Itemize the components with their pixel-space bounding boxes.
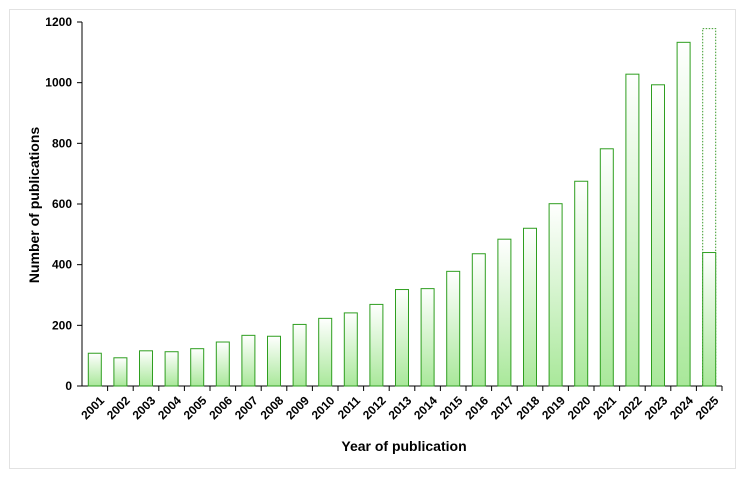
- bar-2007: [241, 334, 256, 387]
- bars: [87, 28, 717, 387]
- bar-2017: [497, 238, 512, 387]
- x-tick-label: 2018: [514, 393, 543, 422]
- bar-2025: [702, 252, 717, 387]
- bar-2010: [318, 317, 333, 387]
- y-tick-label: 1200: [45, 15, 72, 29]
- bar-2011: [343, 312, 358, 387]
- y-tick-label: 400: [52, 258, 72, 272]
- y-axis-title: Number of publications: [26, 127, 42, 284]
- bar-2019: [548, 203, 563, 387]
- x-tick-label: 2025: [693, 393, 722, 422]
- x-tick-label: 2004: [155, 393, 184, 422]
- x-tick-label: 2023: [642, 393, 671, 422]
- x-tick-label: 2017: [488, 393, 517, 422]
- x-tick-label: 2002: [104, 393, 133, 422]
- y-tick-label: 200: [52, 318, 72, 332]
- x-tick-label: 2005: [181, 393, 210, 422]
- x-tick-label: 2022: [616, 393, 645, 422]
- bar-2016: [471, 253, 486, 387]
- x-tick-label: 2020: [565, 393, 594, 422]
- bar-2004: [164, 351, 179, 387]
- x-axis: 2001200220032004200520062007200820092010…: [78, 385, 723, 422]
- bar-2006: [215, 341, 230, 387]
- bar-2015: [446, 270, 461, 387]
- bar-2014: [420, 288, 435, 387]
- bar-2024: [676, 41, 691, 387]
- y-tick-label: 0: [65, 379, 72, 393]
- x-tick-label: 2013: [386, 393, 415, 422]
- x-tick-label: 2008: [258, 393, 287, 422]
- x-tick-label: 2015: [437, 393, 466, 422]
- x-tick-label: 2009: [283, 393, 312, 422]
- bar-2018: [523, 227, 537, 387]
- bar-2012: [369, 303, 384, 387]
- bar-2003: [139, 350, 153, 387]
- y-tick-label: 800: [52, 136, 72, 150]
- x-tick-label: 2007: [232, 393, 261, 422]
- y-tick-label: 600: [52, 197, 72, 211]
- x-axis-title: Year of publication: [341, 438, 466, 454]
- y-tick-label: 1000: [45, 76, 72, 90]
- x-tick-label: 2016: [462, 393, 491, 422]
- x-tick-label: 2001: [78, 393, 107, 422]
- bar-2020: [574, 180, 589, 387]
- bar-2008: [267, 335, 281, 387]
- chart-frame: [9, 9, 736, 469]
- x-tick-label: 2021: [590, 393, 619, 422]
- bar-2002: [113, 357, 128, 387]
- y-axis: 0 200 400 600 800 1000 1200: [45, 15, 83, 393]
- x-tick-label: 2011: [335, 393, 364, 422]
- bar-2023: [651, 84, 665, 387]
- x-tick-label: 2003: [130, 393, 159, 422]
- bar-2021: [599, 148, 614, 387]
- x-tick-label: 2019: [539, 393, 568, 422]
- x-tick-label: 2012: [360, 393, 389, 422]
- x-tick-label: 2024: [667, 393, 696, 422]
- x-tick-label: 2006: [206, 393, 235, 422]
- bar-2005: [190, 348, 205, 387]
- bar-2013: [395, 289, 409, 387]
- x-tick-label: 2014: [411, 393, 440, 422]
- x-tick-label: 2010: [309, 393, 338, 422]
- bar-2001: [87, 352, 102, 387]
- bar-2022: [625, 73, 640, 387]
- bar-2009: [292, 323, 307, 387]
